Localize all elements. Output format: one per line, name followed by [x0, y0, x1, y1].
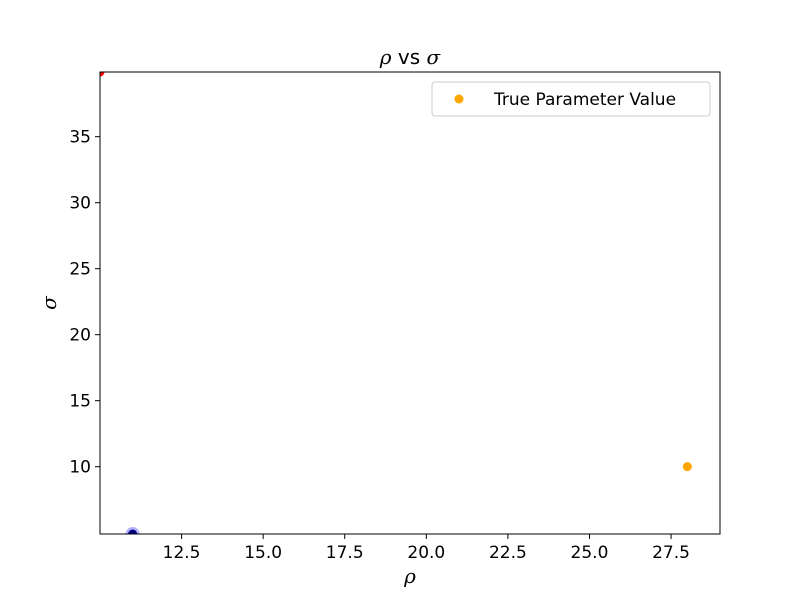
x-axis: 12.5 15.0 17.5 20.0 22.5 25.0 27.5: [163, 534, 690, 563]
x-tick-label: 27.5: [652, 543, 690, 563]
legend-label: True Parameter Value: [493, 90, 676, 110]
title-rho: ρ: [379, 45, 392, 69]
chart-title: ρ vs σ: [379, 45, 442, 69]
x-axis-label: ρ: [403, 564, 416, 588]
y-axis-label: σ: [37, 295, 61, 310]
plot-area-frame: [99, 71, 721, 535]
y-tick-label: 30: [69, 194, 91, 214]
title-sigma: σ: [427, 45, 442, 69]
data-point-series-3-0: [100, 72, 105, 77]
y-tick-label: 35: [69, 128, 91, 148]
legend-box: [431, 81, 711, 117]
x-tick-label: 17.5: [326, 543, 364, 563]
legend: True Parameter Value: [431, 81, 711, 117]
y-tick-label: 20: [69, 326, 91, 346]
data-point-series-2-0: [128, 529, 138, 534]
y-tick-label: 15: [69, 392, 91, 412]
x-tick-label: 12.5: [163, 543, 201, 563]
x-tick-label: 22.5: [489, 543, 527, 563]
title-vs: vs: [392, 45, 427, 69]
x-tick-label: 25.0: [571, 543, 609, 563]
x-tick-label: 15.0: [244, 543, 282, 563]
legend-marker: [454, 94, 464, 104]
y-tick-label: 10: [69, 458, 91, 478]
data-point-series-0-0: [682, 462, 692, 472]
x-tick-label: 20.0: [407, 543, 445, 563]
y-tick-label: 25: [69, 260, 91, 280]
data-layer: [100, 72, 692, 534]
y-axis: 10 15 20 25 30 35: [69, 128, 100, 478]
